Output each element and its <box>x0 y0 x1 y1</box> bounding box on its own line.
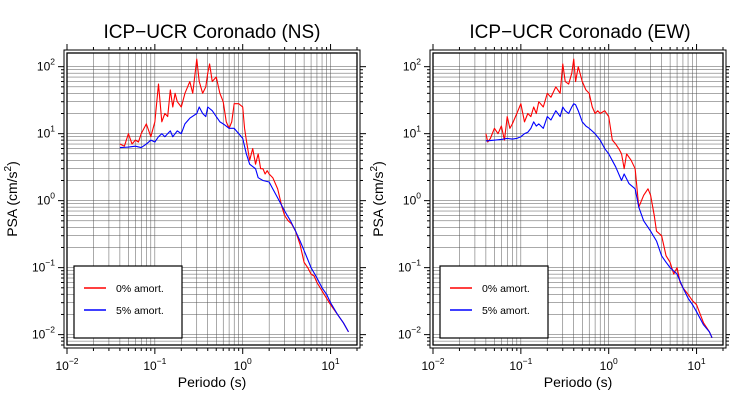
y-tick-label: 100 <box>37 191 55 208</box>
x-axis-label: Periodo (s) <box>544 374 612 390</box>
x-tick-label-base: 10 <box>600 359 614 373</box>
chart-title: ICP−UCR Coronado (NS) <box>104 22 321 43</box>
y-tick-label: 10−2 <box>398 325 421 342</box>
y-tick-label-exponent: 1 <box>416 124 421 134</box>
y-tick-label: 10−2 <box>32 325 55 342</box>
x-tick-label-exponent: 1 <box>335 356 340 366</box>
series-line-undamped <box>485 58 713 338</box>
y-tick-label-base: 10 <box>403 194 417 208</box>
y-tick-label-base: 10 <box>398 328 412 342</box>
x-tick-label: 100 <box>600 356 618 373</box>
y-tick-label-base: 10 <box>398 261 412 275</box>
legend-box <box>439 265 549 339</box>
series-line-damped <box>485 103 713 338</box>
y-tick-label-exponent: −1 <box>411 258 421 268</box>
y-tick-label-base: 10 <box>32 328 46 342</box>
y-tick-label-exponent: 1 <box>50 124 55 134</box>
x-tick-label-exponent: 0 <box>247 356 252 366</box>
y-axis-label-end: ) <box>370 161 386 166</box>
y-tick-label-base: 10 <box>32 261 46 275</box>
y-tick-label: 101 <box>37 124 55 141</box>
x-tick-label-exponent: −1 <box>157 356 167 366</box>
y-tick-label: 100 <box>403 191 421 208</box>
legend-label: 0% amort. <box>482 283 530 295</box>
y-tick-label: 102 <box>403 57 421 74</box>
ticks <box>58 44 366 354</box>
y-tick-label-base: 10 <box>37 194 51 208</box>
x-tick-label: 10−1 <box>143 356 166 373</box>
series-line-damped <box>119 106 349 333</box>
y-tick-label: 102 <box>37 57 55 74</box>
x-tick-label: 10−2 <box>421 356 444 373</box>
x-tick-label: 101 <box>322 356 340 373</box>
y-tick-label-exponent: −2 <box>45 325 55 335</box>
x-tick-label-base: 10 <box>55 359 69 373</box>
y-tick-label-exponent: 2 <box>416 57 421 67</box>
y-axis-label-end: ) <box>4 161 20 166</box>
x-tick-label-base: 10 <box>421 359 435 373</box>
y-tick-label: 101 <box>403 124 421 141</box>
legend-box <box>73 265 183 339</box>
x-tick-label-base: 10 <box>509 359 523 373</box>
y-tick-label: 10−1 <box>32 258 55 275</box>
x-tick-label-exponent: −1 <box>523 356 533 366</box>
y-tick-label-exponent: 0 <box>50 191 55 201</box>
series-line-undamped <box>119 58 349 333</box>
ticks <box>424 44 730 354</box>
y-axis-label-superscript: 2 <box>369 165 380 171</box>
x-tick-label: 100 <box>234 356 252 373</box>
y-axis-label-superscript: 2 <box>3 165 14 171</box>
chart-ew-panel: ICP−UCR Coronado (EW) 0% amort. 5% amort. 1… <box>369 22 730 390</box>
y-tick-label-base: 10 <box>403 60 417 74</box>
plot-outer-frame <box>63 49 361 349</box>
legend-label: 5% amort. <box>116 305 164 317</box>
chart-ns-panel: ICP−UCR Coronado (NS) 0% amort. 5% amort. 1… <box>3 22 366 390</box>
y-tick-label-exponent: 2 <box>50 57 55 67</box>
x-tick-label-exponent: −2 <box>69 356 79 366</box>
x-axis-label: Periodo (s) <box>178 374 246 390</box>
y-tick-label-exponent: 0 <box>416 191 421 201</box>
y-tick-label: 10−1 <box>398 258 421 275</box>
x-tick-label-exponent: 0 <box>613 356 618 366</box>
x-tick-label: 10−1 <box>509 356 532 373</box>
y-tick-label-exponent: −1 <box>45 258 55 268</box>
plot-frame <box>66 52 358 346</box>
x-tick-label-base: 10 <box>143 359 157 373</box>
y-axis-label-main: PSA (cm/s <box>4 171 20 236</box>
x-tick-label: 10−2 <box>55 356 78 373</box>
x-tick-label-base: 10 <box>234 359 248 373</box>
x-tick-label: 101 <box>688 356 706 373</box>
plot-frame <box>432 52 724 346</box>
y-tick-label-base: 10 <box>37 127 51 141</box>
y-tick-label-base: 10 <box>37 60 51 74</box>
y-axis-label: PSA (cm/s2) <box>3 161 20 237</box>
chart-title: ICP−UCR Coronado (EW) <box>469 22 690 43</box>
x-tick-label-base: 10 <box>688 359 702 373</box>
legend-label: 5% amort. <box>482 305 530 317</box>
plot-outer-frame <box>429 49 727 349</box>
legend-label: 0% amort. <box>116 283 164 295</box>
y-axis-label: PSA (cm/s2) <box>369 161 386 237</box>
x-tick-label-exponent: 1 <box>701 356 706 366</box>
y-axis-label-main: PSA (cm/s <box>370 171 386 236</box>
y-tick-label-base: 10 <box>403 127 417 141</box>
y-tick-label-exponent: −2 <box>411 325 421 335</box>
x-tick-label-exponent: −2 <box>435 356 445 366</box>
x-tick-label-base: 10 <box>322 359 336 373</box>
